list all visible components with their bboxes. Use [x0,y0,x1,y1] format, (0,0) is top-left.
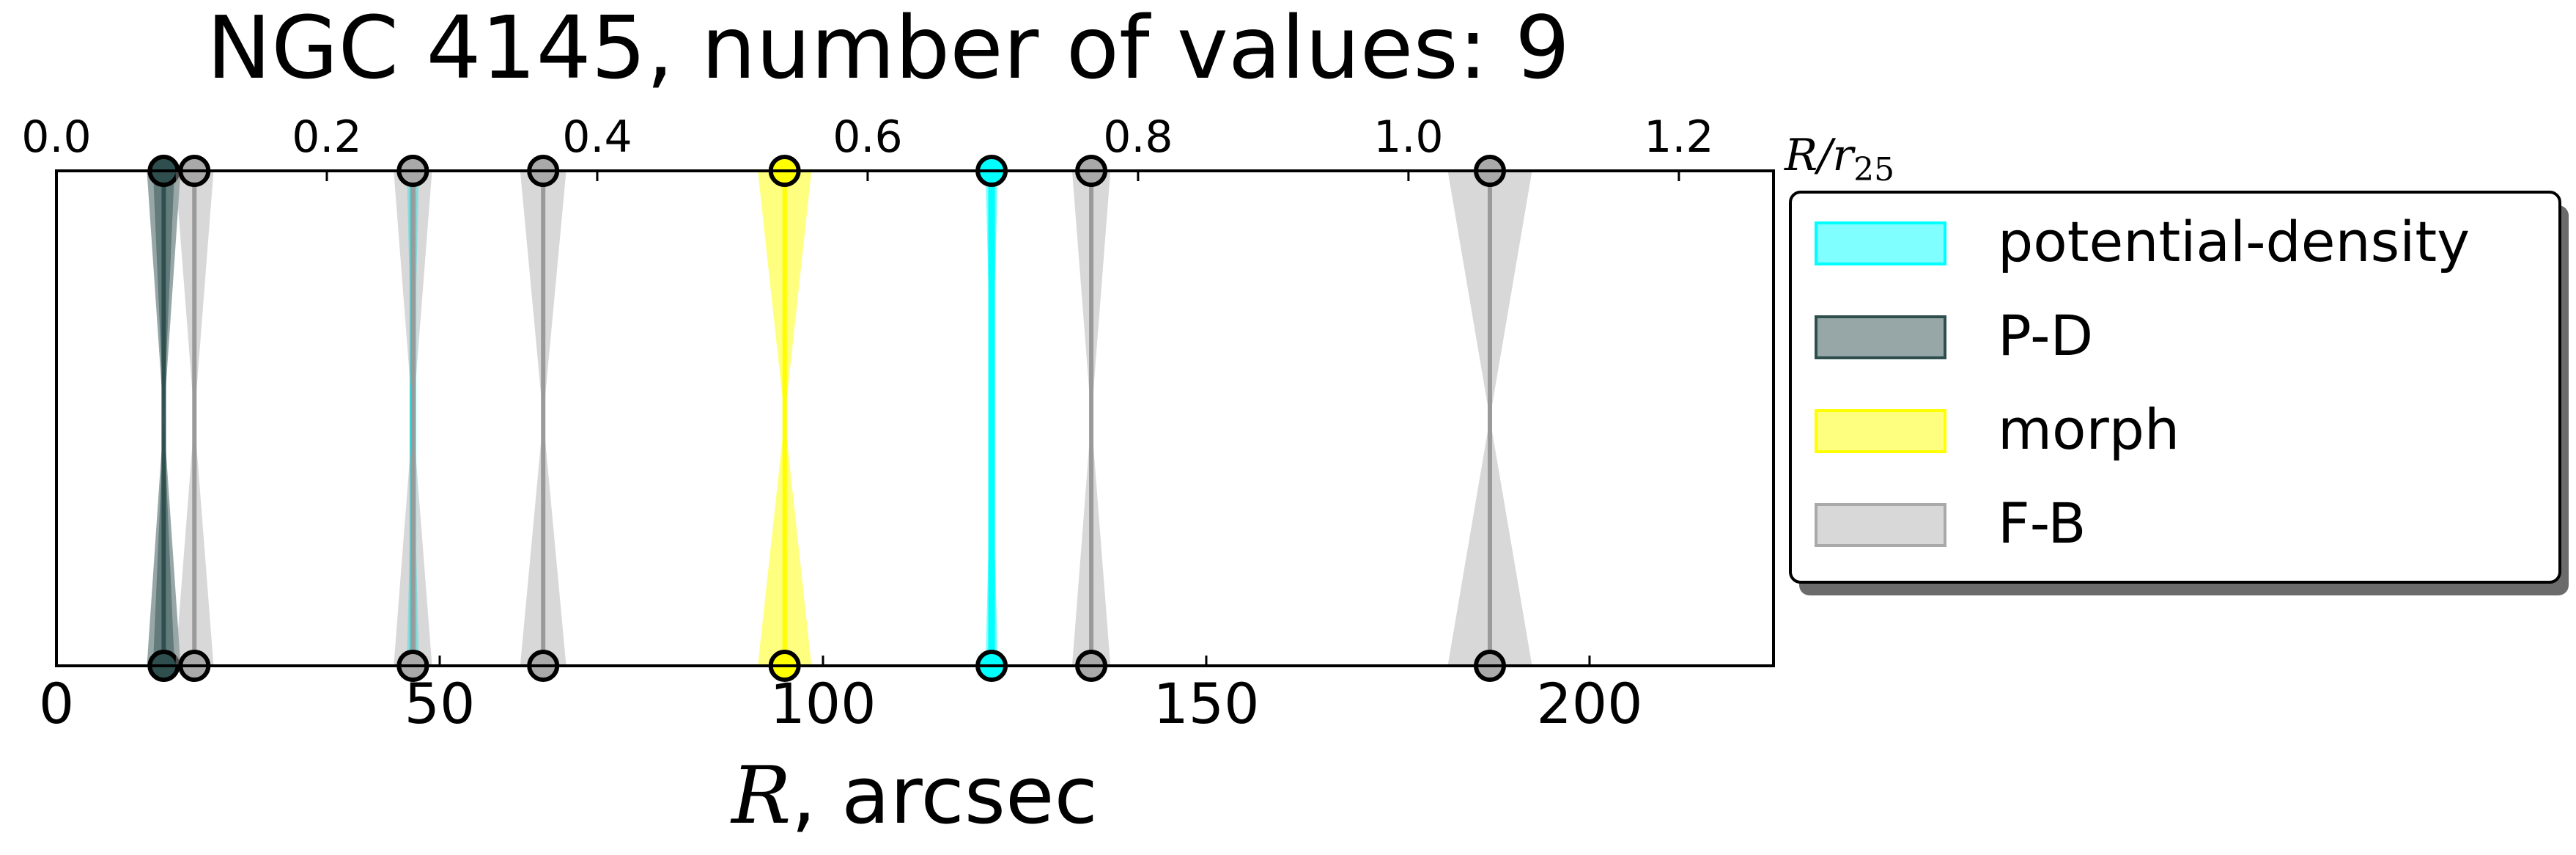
legend-item: potential-density [1815,209,2470,274]
legend-label: P-D [1998,303,2093,368]
top-tick-label: 0.6 [833,111,902,163]
top-axis-label-sub: 25 [1853,151,1894,188]
legend-item: morph [1815,397,2180,462]
data-point-F-B [175,155,214,682]
data-layer [147,155,1532,682]
data-point-potential-density [975,155,1008,682]
legend-item: F-B [1815,491,2086,556]
top-tick-label: 0.4 [562,111,632,163]
legend-label: morph [1998,397,2180,462]
top-tick-label: 1.0 [1373,111,1443,163]
x-tick-label: 100 [770,671,876,736]
legend-label: potential-density [1998,209,2470,274]
chart-title: NGC 4145, number of values: 9 [207,0,1570,98]
legend-swatch [1815,315,1946,359]
x-tick-label: 150 [1153,671,1259,736]
top-axis-label: R/r25 [1784,130,1894,188]
legend-label: F-B [1998,491,2086,556]
x-axis-label: R, arcsec [730,750,1098,842]
data-point-F-B [520,155,567,682]
x-axis-label-math: R [730,750,791,842]
bottom-axis: 0 50 100 150 200 [39,656,1642,736]
top-tick-label: 0.2 [292,111,361,163]
legend-item: P-D [1815,303,2093,368]
legend-swatch [1815,503,1946,547]
plot-frame [55,169,1775,667]
x-tick-label: 0 [39,671,74,736]
top-axis: 0.0 0.2 0.4 0.6 0.8 1.0 1.2 [21,111,1714,181]
legend-items: potential-density P-D morph F-B [1815,209,2470,556]
x-tick-label: 50 [405,671,476,736]
data-point-F-B [1447,155,1532,682]
data-point-F-B [394,155,432,682]
legend-swatch [1815,221,1946,265]
legend-box [1789,191,2561,584]
top-tick-label: 0.8 [1103,111,1173,163]
x-tick-label: 200 [1536,671,1642,736]
top-tick-label: 1.2 [1644,111,1713,163]
legend: potential-density P-D morph F-B [1789,191,2569,595]
top-axis-label-base: R/r [1784,130,1856,181]
data-point-F-B [1071,155,1111,682]
x-axis-label-text: , arcsec [791,750,1097,842]
top-tick-label: 0.0 [21,111,91,163]
legend-swatch [1815,409,1946,453]
data-point-morph [758,155,812,682]
